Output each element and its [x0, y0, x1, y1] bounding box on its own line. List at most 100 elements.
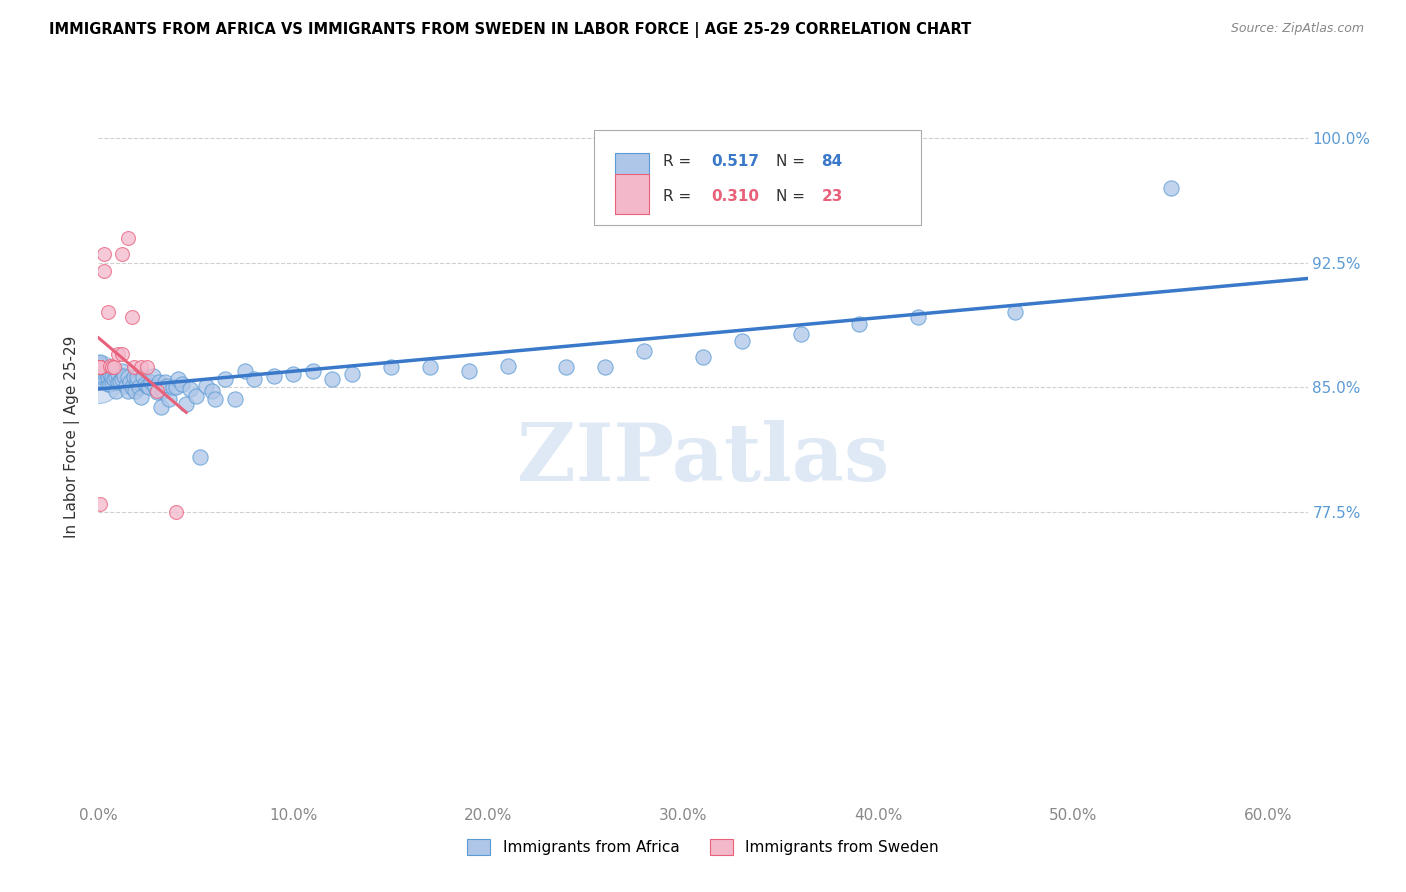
- Text: 0.310: 0.310: [711, 189, 759, 204]
- Point: [128, 380, 150, 394]
- Point: [243, 372, 266, 386]
- Point: [340, 367, 363, 381]
- Point: [146, 384, 169, 398]
- Point: [131, 390, 153, 404]
- Point: [149, 400, 172, 414]
- Point: [89, 360, 111, 375]
- Bar: [614, 174, 648, 214]
- Point: [132, 370, 155, 384]
- Point: [98, 359, 121, 373]
- Point: [122, 360, 145, 375]
- Point: [146, 385, 169, 400]
- Point: [139, 376, 162, 390]
- Point: [89, 360, 111, 375]
- Point: [89, 360, 111, 375]
- Point: [138, 380, 160, 394]
- Point: [188, 450, 211, 464]
- Point: [97, 376, 120, 391]
- Text: N =: N =: [776, 189, 810, 204]
- Point: [103, 360, 125, 375]
- Point: [121, 380, 143, 394]
- Point: [595, 360, 617, 375]
- Point: [127, 376, 149, 390]
- Point: [127, 370, 149, 384]
- Point: [108, 374, 131, 388]
- Point: [194, 378, 217, 392]
- Point: [117, 370, 139, 384]
- Point: [848, 317, 870, 331]
- Point: [107, 376, 129, 390]
- Point: [107, 367, 129, 381]
- Point: [93, 247, 115, 261]
- Point: [118, 376, 141, 390]
- Point: [89, 362, 111, 376]
- Y-axis label: In Labor Force | Age 25-29: In Labor Force | Age 25-29: [63, 336, 80, 538]
- Point: [114, 378, 136, 392]
- Point: [89, 497, 111, 511]
- Point: [731, 334, 754, 348]
- Bar: [614, 153, 648, 194]
- Text: 84: 84: [821, 154, 842, 169]
- Point: [1004, 305, 1026, 319]
- Text: 0.517: 0.517: [711, 154, 759, 169]
- Point: [89, 372, 111, 386]
- Point: [111, 372, 134, 386]
- Point: [104, 384, 127, 398]
- Point: [131, 360, 153, 375]
- Point: [162, 380, 184, 394]
- Point: [87, 372, 110, 386]
- Text: ZIPatlas: ZIPatlas: [517, 420, 889, 498]
- Point: [152, 384, 174, 398]
- Point: [103, 372, 125, 386]
- Legend: Immigrants from Africa, Immigrants from Sweden: Immigrants from Africa, Immigrants from …: [461, 833, 945, 861]
- Point: [89, 367, 111, 381]
- Point: [101, 370, 124, 384]
- Point: [111, 363, 134, 377]
- Point: [124, 384, 146, 398]
- Point: [89, 360, 111, 375]
- Point: [321, 372, 343, 386]
- Point: [98, 376, 121, 391]
- Point: [104, 370, 127, 384]
- Point: [633, 343, 655, 358]
- Point: [156, 378, 179, 392]
- Point: [134, 376, 156, 391]
- Point: [142, 368, 165, 383]
- Point: [174, 397, 197, 411]
- Text: R =: R =: [664, 154, 696, 169]
- Point: [380, 360, 402, 375]
- Point: [419, 360, 441, 375]
- Point: [89, 368, 111, 383]
- Point: [143, 380, 166, 394]
- Point: [93, 264, 115, 278]
- Point: [692, 351, 714, 365]
- Point: [89, 363, 111, 377]
- Point: [89, 357, 111, 371]
- Point: [184, 388, 207, 402]
- Point: [789, 326, 811, 341]
- Point: [111, 247, 134, 261]
- Point: [121, 310, 143, 325]
- FancyBboxPatch shape: [595, 130, 921, 225]
- Point: [111, 347, 134, 361]
- Point: [1160, 180, 1182, 194]
- Point: [157, 392, 180, 406]
- Point: [89, 359, 111, 373]
- Point: [148, 376, 170, 390]
- Point: [555, 360, 578, 375]
- Point: [101, 360, 124, 375]
- Point: [214, 372, 236, 386]
- Point: [233, 363, 256, 377]
- Point: [179, 382, 201, 396]
- Text: Source: ZipAtlas.com: Source: ZipAtlas.com: [1230, 22, 1364, 36]
- Point: [458, 363, 481, 377]
- Point: [283, 367, 305, 381]
- Point: [89, 360, 111, 375]
- Point: [302, 363, 325, 377]
- Point: [165, 505, 187, 519]
- Point: [97, 370, 120, 384]
- Point: [136, 378, 159, 392]
- Text: R =: R =: [664, 189, 696, 204]
- Point: [224, 392, 246, 406]
- Point: [89, 360, 111, 375]
